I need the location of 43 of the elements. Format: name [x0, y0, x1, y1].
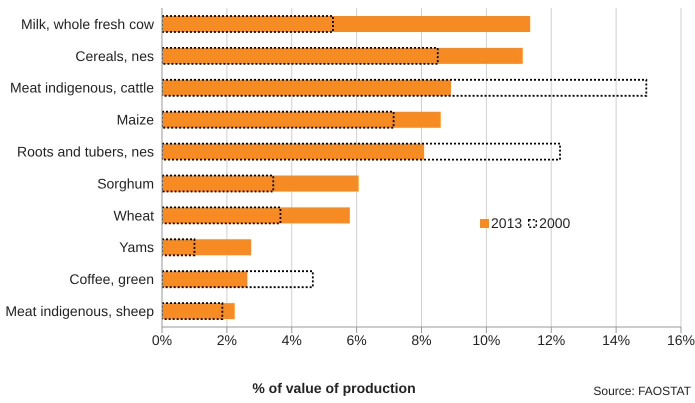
bar	[162, 110, 395, 129]
x-axis-title: % of value of production	[251, 380, 417, 396]
bar	[162, 144, 424, 160]
bar	[162, 303, 235, 320]
x-tick-label: 12%	[537, 332, 566, 348]
bar	[162, 176, 359, 192]
y-tick-label: Sorghum	[97, 175, 154, 192]
x-tick-label: 2%	[216, 332, 237, 348]
x-tick-label: 14%	[602, 332, 630, 348]
source-note: Source: FAOSTAT	[593, 384, 691, 398]
bar	[162, 270, 314, 288]
bar	[162, 15, 334, 33]
bar	[162, 142, 561, 160]
bar	[162, 302, 224, 320]
x-tick-label: 16%	[666, 332, 695, 348]
y-tick-label: Cereals, nes	[75, 48, 154, 64]
y-tick-label: Roots and tubers, nes	[17, 144, 154, 160]
bar	[162, 271, 248, 288]
y-tick-label: Yams	[119, 239, 154, 256]
x-tick-label: 10%	[472, 332, 500, 348]
x-tick-label: 8%	[411, 332, 432, 348]
x-tick-label: 6%	[346, 332, 367, 348]
bar	[162, 239, 252, 256]
bar	[162, 112, 441, 128]
legend-label: 2013	[491, 215, 522, 231]
bar	[162, 47, 439, 65]
bar	[162, 174, 274, 192]
y-tick-label: Milk, whole fresh cow	[20, 16, 155, 32]
y-tick-label: Coffee, green	[69, 271, 154, 288]
x-tick-label: 4%	[282, 332, 302, 348]
bar	[162, 206, 282, 224]
y-tick-label: Meat indigenous, cattle	[10, 80, 154, 96]
bar	[162, 80, 452, 96]
legend-label: 2000	[539, 215, 570, 231]
x-tick-label: 0%	[152, 332, 172, 348]
bar	[162, 48, 523, 64]
bar	[162, 207, 350, 224]
y-tick-label: Meat indigenous, sheep	[5, 303, 154, 320]
y-tick-label: Maize	[116, 112, 154, 128]
bar	[162, 238, 196, 256]
y-tick-label: Wheat	[114, 207, 154, 224]
bar	[162, 78, 648, 97]
bar	[162, 16, 530, 32]
